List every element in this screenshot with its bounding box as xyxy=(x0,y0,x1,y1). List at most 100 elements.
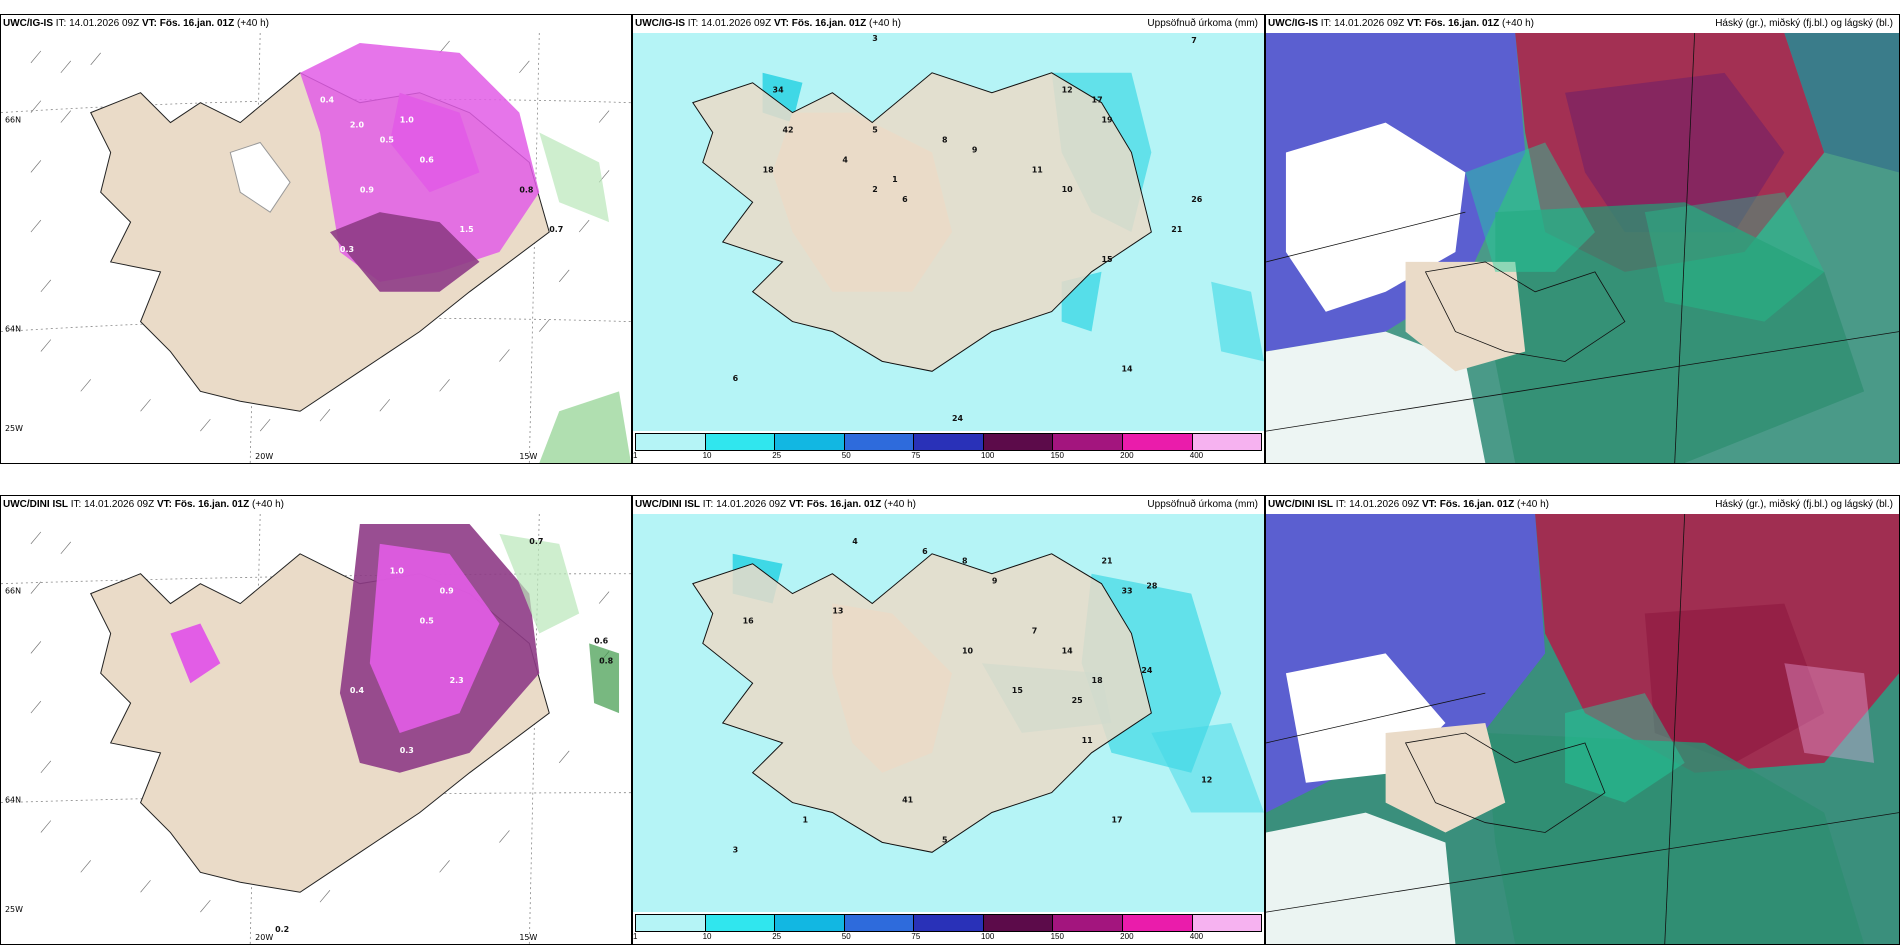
svg-text:18: 18 xyxy=(1092,676,1104,685)
svg-text:0.3: 0.3 xyxy=(340,245,354,254)
colorbar-bin xyxy=(914,434,984,450)
colorbar-bin xyxy=(1053,434,1123,450)
svg-text:13: 13 xyxy=(832,607,843,616)
panel-header: UWC/IG-IS IT: 14.01.2026 09Z VT: Fös. 16… xyxy=(633,15,1264,33)
colorbar-tick: 50 xyxy=(841,451,851,460)
svg-text:20W: 20W xyxy=(255,933,273,942)
svg-text:21: 21 xyxy=(1171,225,1182,234)
colorbar-bin xyxy=(844,434,915,450)
colorbar-bin xyxy=(983,434,1054,450)
svg-text:5: 5 xyxy=(872,126,878,135)
svg-text:2.0: 2.0 xyxy=(350,121,365,130)
svg-text:15: 15 xyxy=(1012,686,1023,695)
svg-text:15W: 15W xyxy=(519,933,537,942)
svg-text:0.8: 0.8 xyxy=(599,656,614,665)
svg-text:0.7: 0.7 xyxy=(529,537,543,546)
svg-text:6: 6 xyxy=(922,547,928,556)
precip-map-svg: 3 7 5 8 12 17 19 15 11 10 9 6 4 2 1 18 3… xyxy=(633,33,1264,431)
svg-text:0.7: 0.7 xyxy=(549,225,563,234)
panel-snow-dini: UWC/DINI ISL IT: 14.01.2026 09Z VT: Fös.… xyxy=(0,495,632,945)
svg-text:7: 7 xyxy=(1032,626,1038,635)
panel-header: UWC/IG-IS IT: 14.01.2026 09Z VT: Fös. 16… xyxy=(1266,15,1899,33)
svg-text:4: 4 xyxy=(842,155,848,164)
colorbar-bin xyxy=(636,915,706,931)
colorbar-tick: 1 xyxy=(633,451,638,460)
colorbar-tick: 50 xyxy=(841,932,851,941)
colorbar-bin xyxy=(1122,434,1193,450)
svg-text:0.9: 0.9 xyxy=(440,587,455,596)
svg-text:17: 17 xyxy=(1111,815,1122,824)
colorbar-tick: 10 xyxy=(702,451,712,460)
svg-text:2.3: 2.3 xyxy=(450,676,464,685)
precip-colorbar: 1 10 25 50 75 100 150 200 400 xyxy=(633,914,1262,942)
svg-text:25: 25 xyxy=(1072,696,1083,705)
svg-text:41: 41 xyxy=(902,796,913,805)
svg-text:2: 2 xyxy=(872,185,878,194)
svg-text:64N: 64N xyxy=(5,325,21,334)
precip-map[interactable]: 4 6 8 9 13 17 21 33 28 14 15 12 10 18 25… xyxy=(633,514,1264,912)
colorbar-tick: 75 xyxy=(911,451,921,460)
svg-text:8: 8 xyxy=(942,135,948,144)
snow-map[interactable]: 66N 64N 25W 20W 15W 0.4 0.5 0.6 0.3 1.0 … xyxy=(1,33,631,463)
svg-text:10: 10 xyxy=(1062,185,1074,194)
colorbar-bin xyxy=(1053,915,1123,931)
colorbar-tick: 150 xyxy=(1050,451,1064,460)
svg-text:64N: 64N xyxy=(5,796,21,805)
svg-text:0.4: 0.4 xyxy=(350,686,365,695)
svg-text:11: 11 xyxy=(1082,736,1093,745)
svg-text:0.3: 0.3 xyxy=(400,746,414,755)
snow-map[interactable]: 66N 64N 25W 20W 15W 0.7 0.8 0.5 1.0 0.6 … xyxy=(1,514,631,944)
panel-header: UWC/DINI ISL IT: 14.01.2026 09Z VT: Fös.… xyxy=(633,496,1264,514)
svg-text:3: 3 xyxy=(733,845,739,854)
clouds-map[interactable] xyxy=(1266,514,1899,944)
colorbar-tick: 400 xyxy=(1189,932,1204,941)
panel-header: UWC/DINI ISL IT: 14.01.2026 09Z VT: Fös.… xyxy=(1266,496,1899,514)
svg-text:17: 17 xyxy=(1092,96,1103,105)
snow-map-svg: 66N 64N 25W 20W 15W 0.4 0.5 0.6 0.3 1.0 … xyxy=(1,33,631,463)
svg-text:1: 1 xyxy=(802,815,808,824)
svg-text:24: 24 xyxy=(1141,666,1153,675)
colorbar-bin xyxy=(844,915,915,931)
svg-text:20W: 20W xyxy=(255,452,273,461)
svg-text:1.0: 1.0 xyxy=(390,567,405,576)
svg-text:10: 10 xyxy=(962,646,974,655)
svg-text:19: 19 xyxy=(1102,116,1114,125)
svg-text:11: 11 xyxy=(1032,165,1043,174)
svg-text:1: 1 xyxy=(892,175,898,184)
svg-text:9: 9 xyxy=(992,577,998,586)
svg-text:28: 28 xyxy=(1146,582,1158,591)
colorbar-tick: 75 xyxy=(911,932,921,941)
panel-precip-dini: UWC/DINI ISL IT: 14.01.2026 09Z VT: Fös.… xyxy=(632,495,1265,945)
svg-text:15W: 15W xyxy=(519,452,537,461)
colorbar-bin xyxy=(705,915,776,931)
svg-text:66N: 66N xyxy=(5,116,21,125)
svg-text:33: 33 xyxy=(1121,587,1132,596)
svg-text:66N: 66N xyxy=(5,587,21,596)
colorbar-tick: 400 xyxy=(1189,451,1204,460)
svg-text:0.5: 0.5 xyxy=(380,135,394,144)
clouds-map[interactable] xyxy=(1266,33,1899,463)
panel-clouds-dini: UWC/DINI ISL IT: 14.01.2026 09Z VT: Fös.… xyxy=(1265,495,1900,945)
svg-text:0.8: 0.8 xyxy=(519,185,534,194)
colorbar-bin xyxy=(705,434,776,450)
svg-text:14: 14 xyxy=(1121,364,1133,373)
svg-text:42: 42 xyxy=(783,126,794,135)
precip-map[interactable]: 3 7 5 8 12 17 19 15 11 10 9 6 4 2 1 18 3… xyxy=(633,33,1264,431)
svg-text:0.6: 0.6 xyxy=(594,636,609,645)
colorbar-tick: 25 xyxy=(772,451,782,460)
colorbar-tick: 100 xyxy=(980,451,995,460)
precip-colorbar: 1 10 25 50 75 100 150 200 400 xyxy=(633,433,1262,461)
svg-text:6: 6 xyxy=(733,374,739,383)
clouds-map-svg xyxy=(1266,514,1899,944)
svg-text:4: 4 xyxy=(852,537,858,546)
svg-text:6: 6 xyxy=(902,195,908,204)
svg-text:0.6: 0.6 xyxy=(420,155,435,164)
svg-text:14: 14 xyxy=(1062,646,1074,655)
panel-clouds-ig: UWC/IG-IS IT: 14.01.2026 09Z VT: Fös. 16… xyxy=(1265,14,1900,464)
colorbar-bin xyxy=(1122,915,1193,931)
colorbar-tick: 200 xyxy=(1120,932,1134,941)
svg-text:0.9: 0.9 xyxy=(360,185,375,194)
svg-text:25W: 25W xyxy=(5,424,23,433)
svg-text:1.5: 1.5 xyxy=(460,225,474,234)
svg-text:5: 5 xyxy=(942,835,948,844)
